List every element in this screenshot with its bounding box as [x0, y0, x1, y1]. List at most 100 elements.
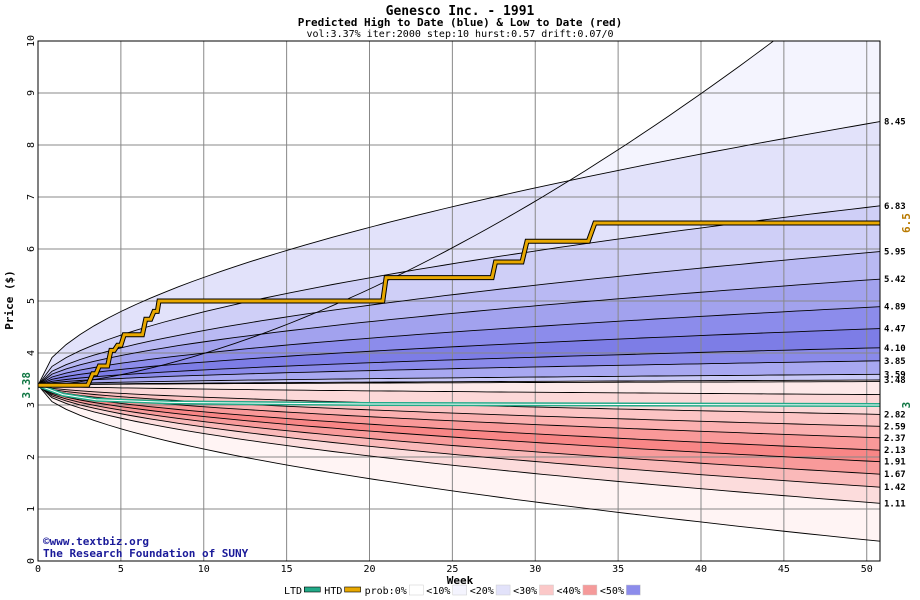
high-curve: [38, 306, 880, 386]
x-tick-label: 20: [363, 564, 375, 575]
watermark-url: ©www.textbiz.org: [43, 535, 149, 548]
legend-line-swatch: [344, 586, 361, 593]
legend-line-swatch: [303, 586, 321, 593]
y-tick-label: 5: [26, 298, 37, 304]
curve-end-label: 2.82: [884, 410, 906, 420]
curve-end-label: 3.48: [884, 376, 906, 386]
curve-end-label: 1.42: [884, 483, 906, 493]
high-band: [38, 306, 880, 386]
x-tick-label: 5: [118, 564, 124, 575]
low-curve: [38, 384, 880, 463]
x-tick-label: 45: [778, 564, 790, 575]
htd-line: [38, 221, 880, 387]
high-band: [38, 347, 880, 386]
curve-labels: 8.45 6.83 5.95 5.42 4.89 4.47 4.10 3.85 3.593.48…: [884, 118, 913, 510]
high-band: [38, 251, 880, 386]
high-curve: [38, 360, 880, 386]
low-curve: [38, 384, 880, 439]
curve-end-label: 4.10: [884, 344, 906, 354]
high-curve: [38, 41, 775, 386]
low-curve: [38, 384, 880, 542]
legend-label: prob:0%: [365, 586, 407, 597]
chart-subtitle: Predicted High to Date (blue) & Low to D…: [298, 16, 623, 29]
legend-color-swatch: [409, 584, 424, 596]
chart-params: vol:3.37% iter:2000 step:10 hurst:0.57 d…: [306, 29, 613, 40]
y-tick-label: 3: [26, 402, 37, 408]
low-curve: [38, 384, 880, 504]
y-tick-label: 1: [26, 506, 37, 512]
low-band: [38, 385, 880, 542]
legend-color-swatch: [582, 584, 598, 596]
ltd-line-core: [38, 384, 880, 406]
x-tick-label: 0: [35, 564, 41, 575]
x-tick-label: 50: [861, 564, 873, 575]
y-tick-label: 7: [26, 194, 37, 200]
legend-color-swatch: [452, 584, 467, 596]
probability-bands: [38, 41, 880, 542]
low-band: [38, 385, 880, 504]
y-tick-label: 2: [26, 454, 37, 460]
curve-end-label: 2.13: [884, 446, 906, 456]
y-tick-label: 10: [26, 35, 37, 47]
high-band: [38, 328, 880, 386]
low-curve: [38, 384, 880, 475]
ltd-end-label: 3: [900, 402, 913, 409]
legend-label: <30%: [513, 586, 537, 597]
curve-end-label: 6.83: [884, 202, 906, 212]
legend: LTD HTD prob:0% <10% <20% <30% <40% <50%: [284, 584, 641, 597]
low-curve: [38, 379, 880, 386]
curve-end-label: 1.11: [884, 499, 906, 509]
legend-color-swatch: [539, 584, 554, 596]
high-curve: [38, 381, 880, 386]
high-band: [38, 121, 880, 386]
low-band: [38, 385, 880, 488]
curve-end-label: 4.89: [884, 303, 906, 313]
y-axis-label: Price ($): [3, 270, 16, 330]
x-tick-label: 30: [529, 564, 541, 575]
y-tick-label: 9: [26, 90, 37, 96]
high-curve: [38, 373, 880, 386]
series-lines: [38, 220, 880, 407]
curve-end-label: 1.67: [884, 470, 906, 480]
low-curve: [38, 384, 880, 488]
curve-end-label: 3.59: [884, 370, 906, 380]
legend-label: <40%: [557, 586, 581, 597]
y-tick-label: 0: [26, 558, 37, 564]
curve-end-label: 2.37: [884, 434, 906, 444]
high-band: [38, 279, 880, 386]
htd-end-label: 6.5: [900, 213, 913, 233]
x-tick-label: 15: [281, 564, 293, 575]
high-curve: [38, 328, 880, 386]
plot-frame: [37, 40, 881, 562]
chart-title: Genesco Inc. - 1991: [386, 4, 535, 19]
high-curve: [38, 347, 880, 386]
y-tick-label: 6: [26, 246, 37, 252]
curve-end-label: 4.47: [884, 325, 906, 335]
low-band: [38, 385, 880, 475]
percentile-curves: [38, 41, 880, 542]
watermark-org: The Research Foundation of SUNY: [43, 547, 249, 560]
low-band: [38, 385, 880, 438]
low-band: [38, 385, 880, 415]
low-curve: [38, 384, 880, 451]
legend-label: <20%: [470, 586, 494, 597]
high-curve: [38, 121, 880, 386]
curve-end-label: 5.42: [884, 275, 906, 285]
low-band: [38, 385, 880, 451]
legend-label: <50%: [600, 586, 624, 597]
x-tick-label: 35: [612, 564, 624, 575]
high-band: [38, 205, 880, 386]
y-tick-label: 4: [26, 350, 37, 356]
legend-label: HTD: [324, 586, 342, 597]
curve-end-label: 1.91: [884, 458, 906, 468]
high-curve: [38, 278, 880, 386]
start-price-label: 3.38: [20, 372, 33, 399]
low-curve: [38, 384, 880, 396]
x-tick-label: 10: [198, 564, 210, 575]
x-tick-label: 25: [446, 564, 458, 575]
high-curve: [38, 251, 880, 386]
legend-label: LTD: [284, 586, 302, 597]
curve-end-label: 5.95: [884, 248, 906, 258]
low-band: [38, 385, 880, 462]
